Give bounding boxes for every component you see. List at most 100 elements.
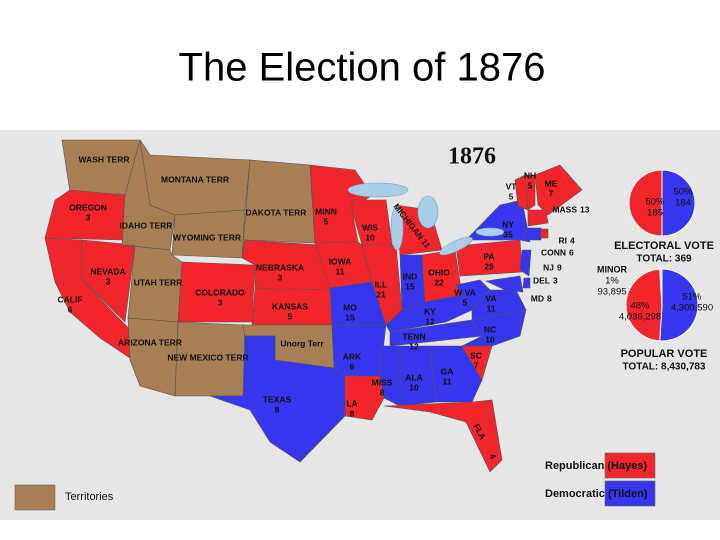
slide-title: The Election of 1876 — [179, 46, 546, 90]
state-name: OHIO — [428, 267, 450, 277]
state-votes: 8 — [350, 408, 355, 418]
state-votes: 12 — [409, 341, 419, 351]
state-name: IDAHO TERR — [120, 220, 173, 230]
state-votes: 6 — [68, 304, 73, 314]
state-votes: 10 — [409, 382, 419, 392]
legend-label: Territories — [65, 491, 114, 503]
state — [524, 174, 536, 211]
lake — [390, 205, 404, 251]
pie-title: ELECTORAL VOTE — [614, 240, 714, 252]
pie-slice — [625, 268, 663, 342]
state-name: WIS — [362, 222, 378, 232]
state-votes: 9 — [557, 262, 562, 272]
state-name: Unorg Terr — [280, 338, 324, 348]
slice-percent: 51% — [682, 292, 702, 303]
state-votes: 15 — [405, 281, 415, 291]
state-name: KANSAS — [272, 301, 308, 311]
slice-percent: 50% — [645, 197, 665, 208]
state-name: MISS — [372, 377, 393, 387]
state-name: NEW MEXICO TERR — [167, 352, 248, 362]
state-name: NJ — [543, 262, 554, 272]
state-votes: 5 — [463, 297, 468, 307]
state-name: COLORADO — [195, 287, 245, 297]
state — [522, 277, 531, 289]
state-votes: 35 — [503, 229, 513, 239]
state-votes: 7 — [549, 188, 554, 198]
states — [44, 139, 583, 473]
state-name: KY — [424, 306, 436, 316]
state-name: DAKOTA TERR — [246, 207, 307, 217]
state-votes: 8 — [275, 404, 280, 414]
state-votes: 13 — [580, 204, 590, 214]
slice-percent: 48% — [630, 301, 650, 312]
slice-percent: 1% — [605, 276, 619, 287]
state-name: LA — [346, 398, 357, 408]
slice-votes: 4,300,590 — [671, 303, 713, 314]
state-name: MASS — [552, 204, 577, 214]
state-votes: 10 — [365, 232, 375, 242]
state-votes: 4 — [487, 452, 498, 461]
state-name: TENN — [402, 331, 425, 341]
slice-votes: 93,895 — [597, 287, 626, 298]
pie-slice — [659, 268, 699, 342]
state-name: NEVADA — [90, 266, 125, 276]
pie-slice — [628, 169, 663, 237]
state — [519, 249, 532, 277]
state-name: UTAH TERR — [134, 277, 182, 287]
slice-percent: 50% — [673, 187, 693, 198]
state-votes: 5 — [528, 180, 533, 190]
state-name: VT — [506, 181, 518, 191]
pie-title: POPULAR VOTE — [621, 348, 708, 360]
state-name: MO — [343, 302, 357, 312]
state — [379, 345, 401, 407]
state-name: VA — [485, 293, 496, 303]
state — [209, 335, 346, 463]
state — [527, 209, 549, 227]
state-name: WYOMING TERR — [173, 232, 241, 242]
state — [455, 239, 523, 277]
state — [429, 345, 483, 403]
state-votes: 4 — [570, 235, 575, 245]
state-votes: 15 — [345, 312, 355, 322]
state-name: MONTANA TERR — [161, 174, 229, 184]
state-votes: 3 — [106, 276, 111, 286]
pie-total: TOTAL: 8,430,783 — [623, 362, 706, 373]
state-votes: 11 — [487, 303, 496, 313]
legend-swatch — [14, 484, 56, 511]
pie-slice — [661, 169, 696, 237]
state-votes: 3 — [278, 272, 283, 282]
state-votes: 5 — [324, 216, 329, 226]
state — [344, 375, 385, 421]
legend-swatch — [604, 480, 656, 507]
state-votes: 21 — [376, 289, 386, 299]
state-name: IND — [403, 271, 418, 281]
state-votes: 5 — [288, 311, 293, 321]
state-votes: 11 — [336, 266, 345, 276]
state-votes: 29 — [484, 261, 494, 271]
state-votes: 6 — [569, 247, 574, 257]
state-name: ALA — [405, 372, 422, 382]
state-name: MD — [531, 293, 544, 303]
state-name: WASH TERR — [79, 154, 130, 164]
state-name: GA — [441, 366, 454, 376]
state-votes: 7 — [474, 360, 479, 370]
state-votes: 8 — [547, 293, 552, 303]
state-name: NH — [524, 170, 536, 180]
state — [44, 189, 126, 241]
pie-slice — [659, 268, 663, 306]
state-name: W VA — [454, 287, 476, 297]
state-votes: 5 — [509, 191, 514, 201]
legend-label: Democratic (Tilden) — [545, 488, 648, 500]
state-votes: 3 — [218, 297, 223, 307]
state — [81, 239, 136, 323]
state-name: ARK — [343, 351, 362, 361]
state-name: RI — [559, 235, 568, 245]
state-name: ILL — [375, 279, 388, 289]
state-votes: 8 — [380, 387, 385, 397]
state-name: CONN — [541, 247, 566, 257]
state-name: MINN — [315, 206, 337, 216]
state — [484, 275, 524, 293]
